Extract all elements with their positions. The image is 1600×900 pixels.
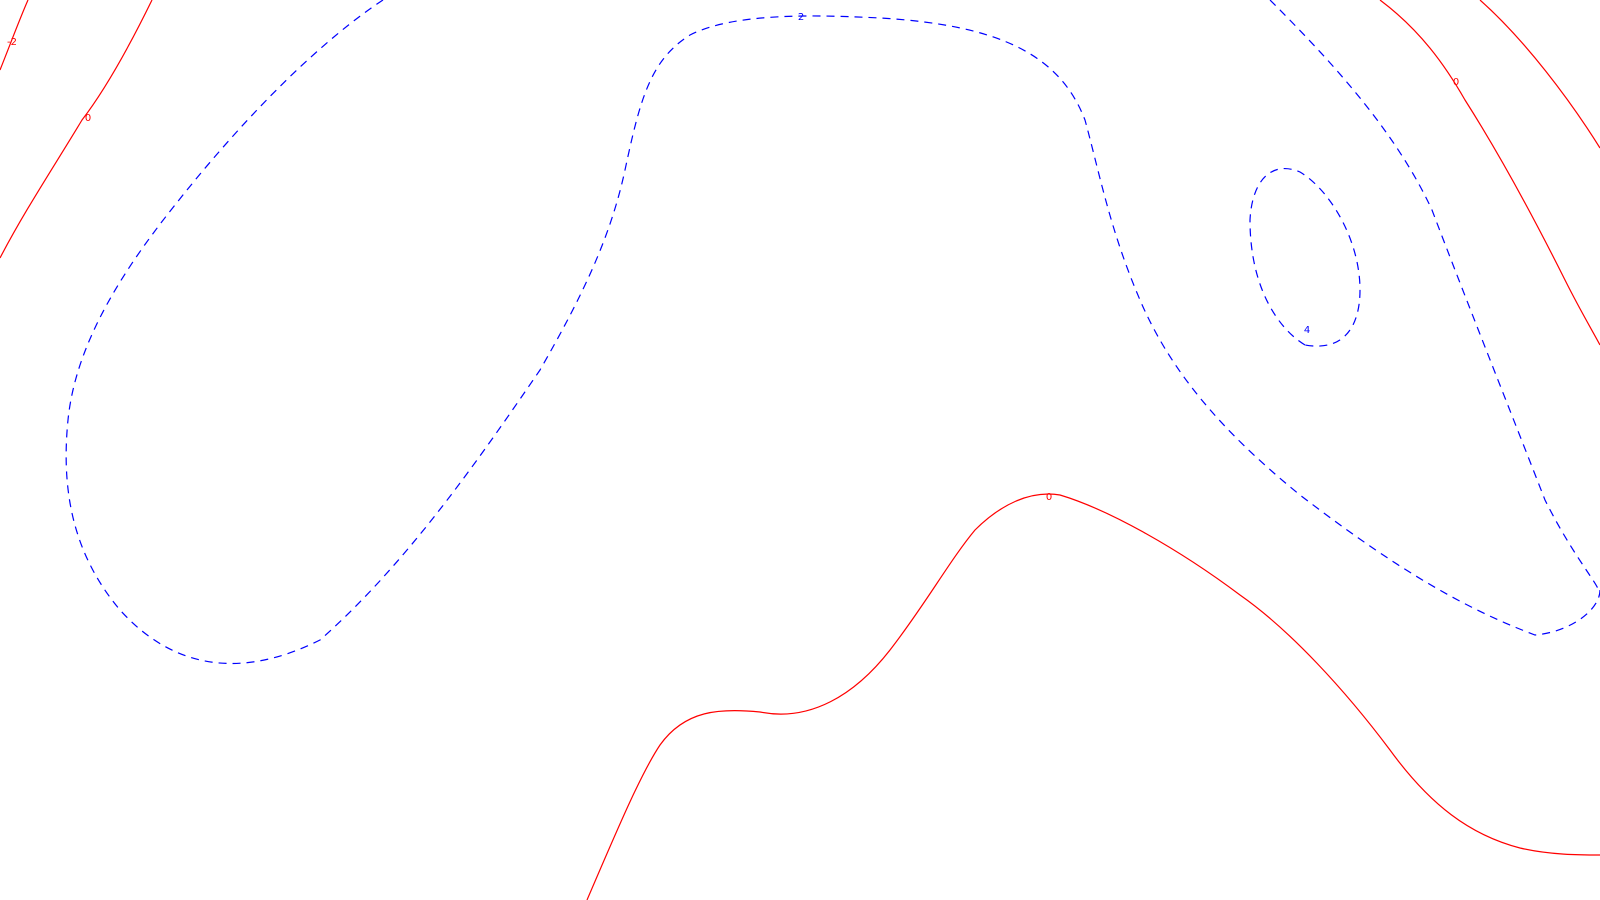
contour-line-four-oval bbox=[1249, 167, 1361, 347]
contour-line-zero-top-right bbox=[1379, 0, 1600, 346]
contour-line-two-right bbox=[1269, 0, 1600, 596]
contour-line-zero-right-edge bbox=[1479, 0, 1600, 149]
contour-line-zero-bottom bbox=[586, 493, 1600, 900]
contour-label-neg2-top-left: -2 bbox=[7, 37, 17, 48]
contour-label-two-large: 2 bbox=[798, 12, 804, 23]
contour-label-zero-top-right: 0 bbox=[1453, 77, 1459, 88]
contour-line-zero-top-left bbox=[0, 0, 153, 259]
contour-line-two-large bbox=[65, 0, 1600, 665]
contour-labels: -2 0 2 4 0 0 bbox=[7, 12, 1459, 503]
contour-line-neg2-top-left bbox=[0, 0, 29, 71]
contour-label-zero-top-left: 0 bbox=[85, 113, 91, 124]
contour-label-zero-bottom: 0 bbox=[1046, 492, 1052, 503]
contour-label-four-oval: 4 bbox=[1304, 325, 1310, 336]
